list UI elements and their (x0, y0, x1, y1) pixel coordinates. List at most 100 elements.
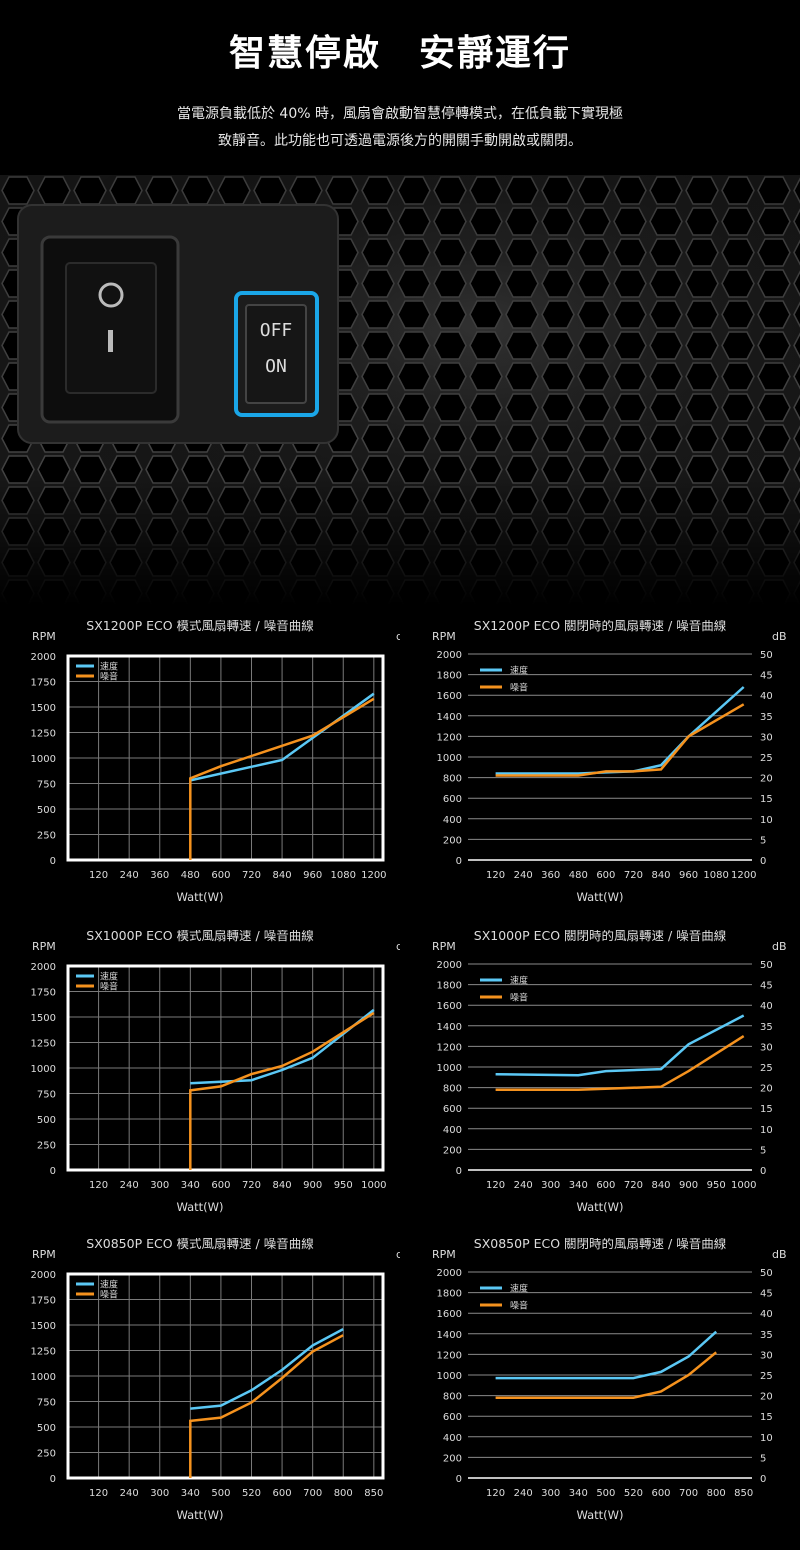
chart-title: SX1200P ECO 關閉時的風扇轉速 / 噪音曲線 (474, 620, 727, 633)
x-tick-label: 950 (707, 1180, 726, 1191)
y2-tick-label: 0 (760, 856, 766, 867)
plot-frame (66, 964, 385, 1172)
series-line-noise (189, 697, 375, 860)
y-tick-label: 1200 (437, 732, 462, 743)
fan-mode-switch (234, 291, 319, 417)
x-tick-label: 700 (679, 1488, 698, 1499)
series-line-noise (495, 703, 745, 777)
series-line-noise (189, 1011, 375, 1170)
y-tick-label: 1000 (437, 1371, 462, 1382)
y-tick-label: 1600 (437, 1309, 462, 1320)
x-tick-label: 240 (120, 1488, 139, 1499)
y-tick-label: 2000 (31, 1270, 56, 1281)
y-tick-label: 2000 (31, 652, 56, 663)
x-tick-label: 800 (707, 1488, 726, 1499)
y2-tick-label: 50 (760, 1268, 773, 1279)
x-tick-label: 1000 (731, 1180, 756, 1191)
y-tick-label: 0 (50, 1166, 56, 1177)
y2-tick-label: 15 (760, 1104, 773, 1115)
y-axis-title-rpm: RPM (32, 630, 56, 643)
x-tick-label: 840 (273, 1180, 292, 1191)
x-axis-title: Watt(W) (176, 1200, 223, 1214)
chart-svg: SX1200P ECO 關閉時的風扇轉速 / 噪音曲線 RPM dB Watt(W) 0… (432, 620, 787, 904)
legend-label: 噪音 (510, 992, 528, 1004)
series-line-noise (495, 1351, 717, 1399)
y-axis-title-db: dB (772, 630, 787, 643)
x-tick-label: 120 (89, 870, 108, 881)
y-tick-label: 0 (50, 856, 56, 867)
x-tick-label: 240 (514, 1180, 533, 1191)
y-tick-label: 200 (443, 1453, 462, 1464)
chart-title: SX1000P ECO 模式風扇轉速 / 噪音曲線 (86, 930, 314, 943)
x-tick-label: 120 (89, 1488, 108, 1499)
x-tick-label: 340 (181, 1180, 200, 1191)
y-tick-label: 500 (37, 1115, 56, 1126)
legend-label: 速度 (510, 975, 528, 987)
y2-tick-label: 5 (760, 1453, 766, 1464)
intro-text-line-2: 致靜音。此功能也可透過電源後方的開關手動開啟或關閉。 (218, 133, 582, 149)
y-tick-label: 1400 (437, 712, 462, 723)
y2-tick-label: 45 (760, 671, 773, 682)
y2-tick-label: 0 (760, 1474, 766, 1485)
x-tick-label: 600 (211, 870, 230, 881)
x-tick-label: 700 (303, 1488, 322, 1499)
fan-switch-on-label: ON (265, 356, 287, 377)
x-tick-label: 240 (514, 1488, 533, 1499)
legend-label: 噪音 (510, 1300, 528, 1312)
y-tick-label: 0 (50, 1474, 56, 1485)
x-tick-label: 900 (679, 1180, 698, 1191)
y-tick-label: 1000 (437, 753, 462, 764)
y-tick-label: 2000 (437, 650, 462, 661)
x-tick-label: 600 (211, 1180, 230, 1191)
y-tick-label: 1500 (31, 1013, 56, 1024)
legend-label: 噪音 (100, 981, 118, 993)
y-tick-label: 1400 (437, 1022, 462, 1033)
chart-svg: SX1000P ECO 關閉時的風扇轉速 / 噪音曲線 RPM dB Watt(W) 0… (432, 930, 787, 1214)
x-tick-label: 1200 (361, 870, 386, 881)
x-tick-label: 720 (624, 870, 643, 881)
y-tick-label: 500 (37, 1423, 56, 1434)
x-tick-label: 240 (514, 870, 533, 881)
x-tick-label: 850 (734, 1488, 753, 1499)
y-tick-label: 600 (443, 794, 462, 805)
x-tick-label: 500 (596, 1488, 615, 1499)
y-tick-label: 750 (37, 1398, 56, 1409)
chart-svg: SX1000P ECO 模式風扇轉速 / 噪音曲線 RPM dB Watt(W) 0 25… (31, 930, 400, 1214)
y-axis-title-db: dB (396, 630, 400, 643)
y-tick-label: 800 (443, 774, 462, 785)
y-tick-label: 250 (37, 1141, 56, 1152)
x-tick-label: 960 (303, 870, 322, 881)
y-tick-label: 2000 (437, 960, 462, 971)
y2-tick-label: 15 (760, 1412, 773, 1423)
y2-tick-label: 25 (760, 1371, 773, 1382)
intro-text-line-1: 當電源負載低於 40% 時，風扇會啟動智慧停轉模式，在低負載下實現極 (176, 106, 624, 122)
y2-tick-label: 45 (760, 1289, 773, 1300)
y-tick-label: 1000 (31, 1064, 56, 1075)
y-tick-label: 1600 (437, 1001, 462, 1012)
y-tick-label: 800 (443, 1084, 462, 1095)
series-line-speed (495, 1330, 718, 1380)
y-tick-label: 400 (443, 1433, 462, 1444)
x-tick-label: 1080 (331, 870, 356, 881)
series-line-speed (190, 1327, 344, 1410)
y-tick-label: 500 (37, 805, 56, 816)
legend-label: 噪音 (510, 682, 528, 694)
y-tick-label: 1800 (437, 1289, 462, 1300)
y2-tick-label: 35 (760, 1330, 773, 1341)
x-tick-label: 1000 (361, 1180, 386, 1191)
y-tick-label: 1750 (31, 678, 56, 689)
chart-sx1200p-eco-off: SX1200P ECO 關閉時的風扇轉速 / 噪音曲線 RPM dB Watt(W) 0… (400, 620, 800, 930)
y2-tick-label: 10 (760, 815, 773, 826)
y2-tick-label: 50 (760, 960, 773, 971)
x-tick-label: 600 (273, 1488, 292, 1499)
x-axis-title: Watt(W) (176, 1508, 223, 1522)
legend-label: 噪音 (100, 1289, 118, 1301)
chart-svg: SX0850P ECO 模式風扇轉速 / 噪音曲線 RPM dB Watt(W) 0 25… (31, 1238, 400, 1522)
chart-sx1000p-eco-on: SX1000P ECO 模式風扇轉速 / 噪音曲線 RPM dB Watt(W) 0 25… (0, 930, 400, 1240)
y-tick-label: 1600 (437, 691, 462, 702)
chart-svg: SX1200P ECO 模式風扇轉速 / 噪音曲線 RPM dB Watt(W) 0 25… (31, 620, 400, 904)
y2-tick-label: 0 (760, 1166, 766, 1177)
x-tick-label: 1080 (703, 870, 728, 881)
y-tick-label: 1250 (31, 1039, 56, 1050)
y2-tick-label: 25 (760, 753, 773, 764)
